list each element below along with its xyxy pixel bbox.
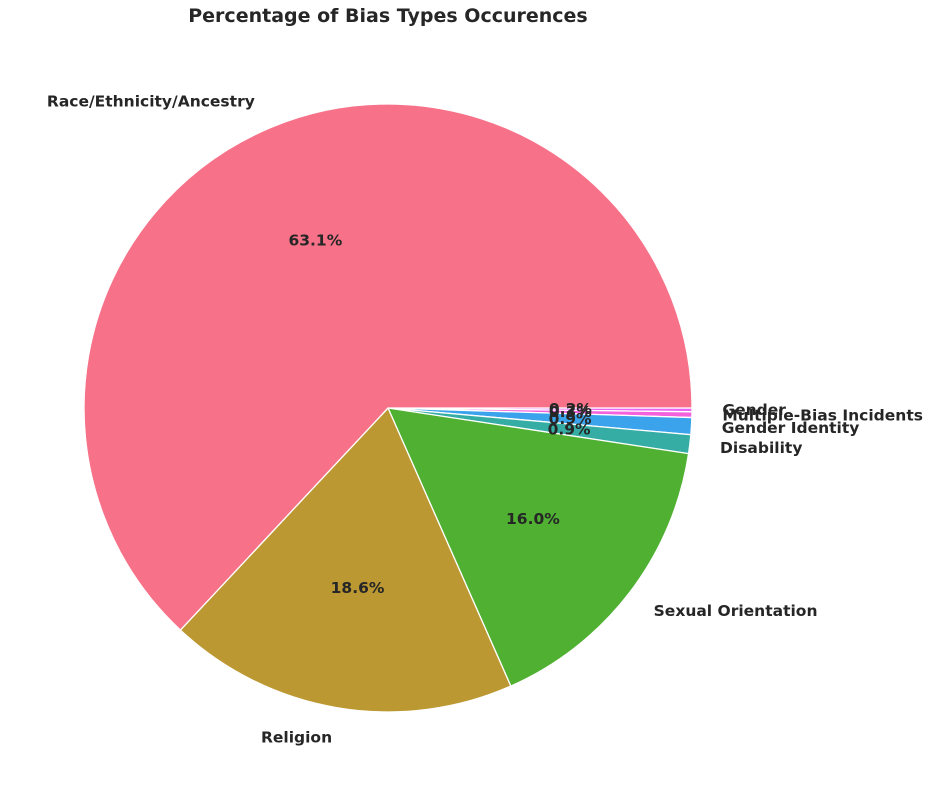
category-label-race-ethnicity-ancestry: Race/Ethnicity/Ancestry [47,92,255,110]
chart-title: Percentage of Bias Types Occurences [188,5,587,27]
pie-slice-religion [179,406,512,713]
percent-label-multiple-bias-incidents: 0.3% [549,403,592,421]
percent-label-race-ethnicity-ancestry: 63.1% [288,232,342,250]
percent-label-gender-identity: 0.9% [549,410,592,428]
category-label-multiple-bias-incidents: Multiple-Bias Incidents [722,406,923,424]
category-label-sexual-orientation: Sexual Orientation [654,602,818,620]
percent-label-sexual-orientation: 16.0% [506,510,560,528]
percent-label-religion: 18.6% [331,579,385,597]
category-label-disability: Disability [720,439,802,457]
category-label-gender: Gender [722,401,786,419]
percent-labels: 0.2%0.3%0.9%0.9% 16.0% 18.6% 63.1% [288,232,592,597]
category-label-religion: Religion [261,729,332,747]
percent-label-disability: 0.9% [548,421,591,439]
category-label-gender-identity: Gender Identity [722,419,860,437]
pie-slices [83,103,693,713]
pie-slice-sexual-orientation [386,407,690,687]
percent-label-gender: 0.2% [549,400,592,418]
pie-slice-race-ethnicity-ancestry [83,103,693,632]
